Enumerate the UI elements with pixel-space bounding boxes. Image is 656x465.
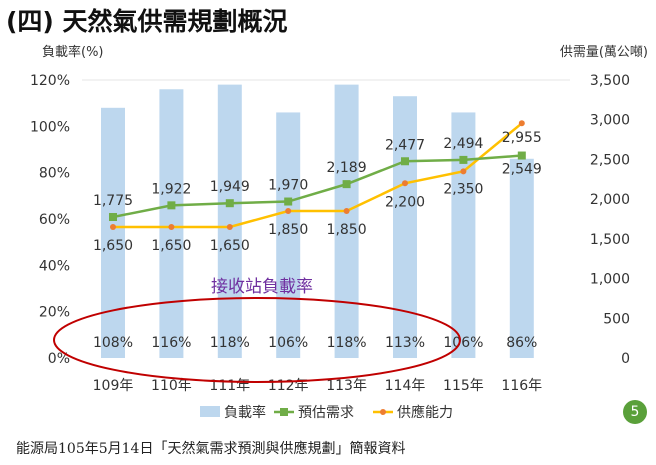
- marker-supply: [460, 168, 467, 175]
- right-axis-title: 供需量(萬公噸): [560, 45, 648, 60]
- right-tick-label: 2,000: [590, 192, 630, 208]
- marker-demand: [109, 213, 117, 222]
- supply-data-label: 2,350: [443, 181, 483, 197]
- bar-load-rate: [509, 158, 534, 358]
- legend-label-supply: 供應能力: [397, 404, 453, 421]
- annotation-label: 接收站負載率: [211, 277, 313, 297]
- supply-data-label: 2,955: [502, 130, 542, 146]
- bar-data-label: 118%: [327, 335, 367, 351]
- x-tick-label: 110年: [151, 378, 192, 394]
- left-tick-label: 100%: [30, 119, 70, 135]
- bar-data-label: 106%: [268, 335, 308, 351]
- supply-data-label: 1,650: [93, 238, 133, 254]
- x-tick-label: 113年: [326, 378, 367, 394]
- left-axis-title: 負載率(%): [42, 44, 104, 60]
- page-number-badge: 5: [623, 400, 647, 424]
- demand-data-label: 2,189: [327, 160, 367, 176]
- x-tick-label: 116年: [501, 378, 542, 394]
- bar-data-label: 113%: [385, 335, 425, 351]
- supply-data-label: 1,850: [268, 222, 308, 238]
- left-tick-label: 0%: [48, 351, 70, 367]
- marker-supply: [402, 180, 408, 187]
- line-demand: [112, 154, 522, 219]
- left-tick-label: 60%: [39, 212, 70, 228]
- bar-data-label: 118%: [210, 335, 250, 351]
- source-note: 能源局105年5月14日「天然氣需求預測與供應規劃」簡報資料: [16, 441, 406, 457]
- supply-data-label: 1,650: [151, 238, 191, 254]
- bar-data-label: 108%: [93, 335, 133, 351]
- bar-data-label: 116%: [151, 335, 191, 351]
- legend-marker-supply: [380, 409, 386, 415]
- legend-label-load-rate: 負載率: [224, 404, 266, 421]
- marker-demand: [225, 199, 234, 208]
- left-tick-label: 120%: [30, 73, 70, 89]
- marker-supply: [226, 223, 233, 230]
- legend-swatch-load-rate: [200, 406, 220, 417]
- marker-supply: [110, 223, 116, 230]
- right-tick-label: 3,500: [590, 73, 630, 89]
- bar-load-rate: [276, 112, 301, 358]
- demand-data-label: 1,922: [151, 181, 191, 197]
- marker-supply: [285, 208, 292, 215]
- marker-demand: [284, 197, 293, 206]
- supply-data-label: 1,850: [327, 222, 367, 238]
- bar-load-rate: [159, 89, 184, 359]
- marker-demand: [401, 157, 409, 166]
- bar-load-rate: [101, 107, 125, 358]
- right-tick-label: 1,500: [590, 232, 630, 248]
- demand-data-label: 2,477: [385, 137, 425, 153]
- left-tick-label: 40%: [39, 258, 70, 274]
- right-tick-label: 1,000: [590, 272, 630, 288]
- right-tick-label: 500: [603, 311, 630, 327]
- demand-data-label: 2,549: [502, 162, 542, 178]
- x-tick-label: 109年: [93, 378, 134, 394]
- demand-data-label: 1,970: [268, 178, 308, 194]
- marker-supply: [518, 120, 525, 127]
- line-supply: [113, 122, 523, 229]
- x-tick-label: 115年: [443, 378, 484, 394]
- marker-demand: [517, 151, 526, 160]
- demand-data-label: 1,775: [93, 193, 133, 209]
- marker-demand: [459, 155, 468, 164]
- left-tick-label: 80%: [39, 166, 70, 182]
- bar-load-rate: [451, 112, 476, 358]
- marker-supply: [168, 223, 175, 230]
- bar-load-rate: [334, 84, 359, 358]
- bar-load-rate: [393, 96, 417, 358]
- right-tick-label: 0: [621, 351, 630, 367]
- demand-data-label: 2,494: [443, 136, 483, 152]
- x-tick-label: 114年: [385, 378, 426, 394]
- supply-data-label: 2,200: [385, 194, 425, 210]
- demand-data-label: 1,949: [210, 179, 250, 195]
- marker-supply: [343, 208, 350, 215]
- highlight-ellipse: [53, 297, 461, 383]
- page-title: (四) 天然氣供需規劃概況: [6, 7, 288, 36]
- bar-data-label: 106%: [443, 335, 483, 351]
- legend-marker-demand: [280, 408, 288, 416]
- marker-demand: [167, 201, 176, 210]
- left-tick-label: 20%: [39, 305, 70, 321]
- right-tick-label: 2,500: [590, 152, 630, 168]
- bar-load-rate: [217, 84, 242, 358]
- supply-data-label: 1,650: [210, 238, 250, 254]
- bar-data-label: 86%: [506, 335, 537, 351]
- legend-label-demand: 預估需求: [298, 405, 354, 421]
- marker-demand: [342, 180, 351, 189]
- right-tick-label: 3,000: [590, 113, 630, 129]
